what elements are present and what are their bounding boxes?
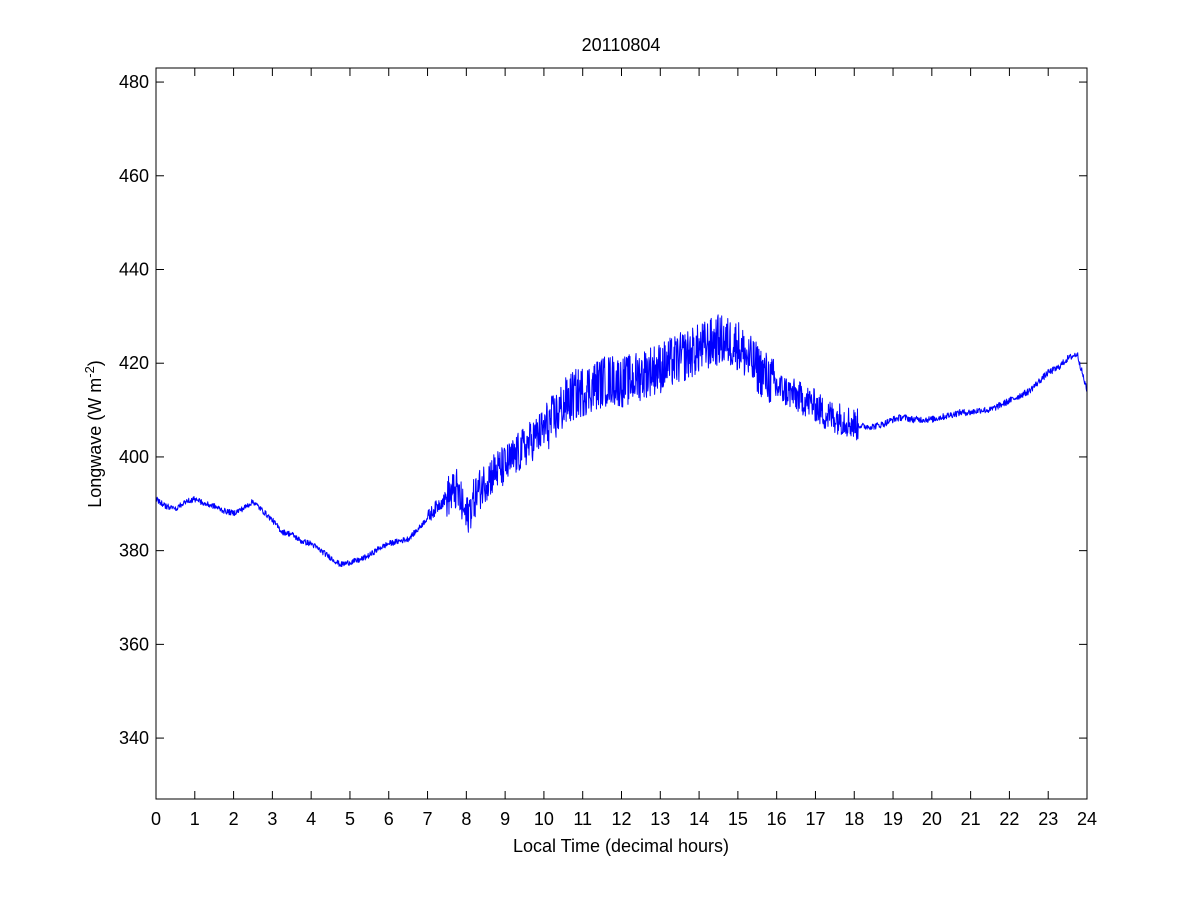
y-axis-label-close: ) [85, 360, 105, 366]
y-tick-label: 480 [119, 72, 149, 92]
x-tick-label: 24 [1077, 809, 1097, 829]
x-tick-label: 14 [689, 809, 709, 829]
x-tick-label: 22 [999, 809, 1019, 829]
y-tick-label: 420 [119, 353, 149, 373]
x-tick-label: 15 [728, 809, 748, 829]
x-tick-label: 10 [534, 809, 554, 829]
x-tick-labels: 0 1 2 3 4 5 6 7 8 9 10 11 12 13 14 15 16 17 18 19 20 21 22 23 24 [151, 809, 1097, 829]
x-tick-label: 8 [461, 809, 471, 829]
y-axis-label-main: Longwave (W m [85, 378, 105, 508]
x-tick-label: 7 [423, 809, 433, 829]
y-tick-label: 460 [119, 166, 149, 186]
x-tick-label: 19 [883, 809, 903, 829]
ticks-layer [155, 68, 1088, 799]
x-tick-label: 16 [767, 809, 787, 829]
plot-area [156, 68, 1087, 799]
y-tick-label: 340 [119, 728, 149, 748]
x-axis-label: Local Time (decimal hours) [513, 836, 729, 856]
x-tick-label: 17 [805, 809, 825, 829]
y-tick-label: 380 [119, 541, 149, 561]
x-tick-label: 20 [922, 809, 942, 829]
y-tick-labels: 340 360 380 400 420 440 460 480 [119, 72, 149, 748]
x-tick-label: 23 [1038, 809, 1058, 829]
x-tick-label: 9 [500, 809, 510, 829]
chart-title: 20110804 [582, 35, 661, 55]
plot-frame [155, 67, 1088, 800]
x-tick-label: 6 [384, 809, 394, 829]
x-tick-label: 13 [650, 809, 670, 829]
y-tick-label: 400 [119, 447, 149, 467]
x-tick-label: 3 [267, 809, 277, 829]
y-tick-label: 440 [119, 259, 149, 279]
x-tick-label: 11 [573, 809, 592, 829]
x-tick-label: 18 [844, 809, 864, 829]
x-tick-label: 2 [229, 809, 239, 829]
longwave-series-line [155, 314, 1088, 567]
x-tick-label: 1 [190, 809, 200, 829]
x-tick-label: 0 [151, 809, 161, 829]
x-tick-label: 4 [306, 809, 316, 829]
y-tick-label: 360 [119, 634, 149, 654]
y-axis-label: Longwave (W m-2) [82, 360, 105, 508]
x-tick-label: 21 [961, 809, 981, 829]
x-tick-label: 12 [611, 809, 631, 829]
y-axis-label-superscript: -2 [82, 366, 97, 378]
x-tick-label: 5 [345, 809, 355, 829]
